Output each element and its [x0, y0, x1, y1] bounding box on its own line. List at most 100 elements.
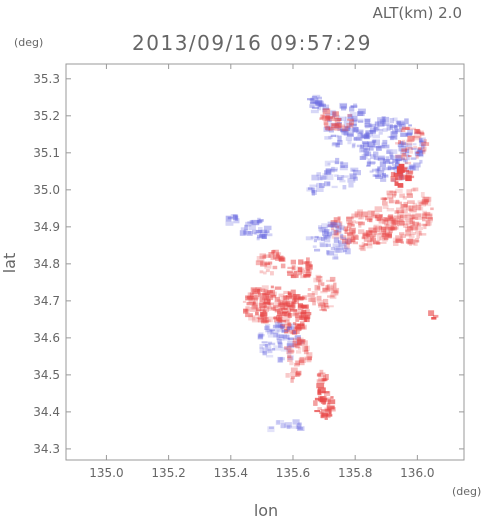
- data-cell: [348, 221, 354, 226]
- data-cell: [297, 270, 303, 276]
- data-cell: [314, 248, 321, 252]
- data-cell: [417, 200, 425, 205]
- data-cell: [403, 201, 408, 208]
- data-cell: [367, 218, 372, 222]
- data-cell: [328, 408, 332, 414]
- data-cell: [261, 320, 269, 324]
- data-cell: [273, 345, 281, 351]
- data-cell: [415, 226, 424, 230]
- data-cell: [405, 229, 411, 236]
- y-tick-label: 34.6: [33, 331, 60, 345]
- data-cell: [340, 162, 349, 168]
- data-cell: [323, 119, 328, 126]
- data-cell: [272, 308, 280, 312]
- data-cell: [286, 348, 294, 355]
- data-cell: [334, 120, 341, 127]
- data-cell: [310, 109, 319, 114]
- data-cell: [319, 117, 323, 120]
- data-cell: [260, 311, 264, 317]
- data-cell: [321, 226, 328, 233]
- data-cell: [256, 237, 260, 241]
- data-cell: [306, 269, 310, 272]
- data-cell: [265, 269, 270, 273]
- data-cell: [346, 242, 350, 245]
- data-cell: [390, 226, 397, 229]
- data-cell: [379, 161, 386, 168]
- data-cell: [405, 139, 413, 146]
- data-cell: [290, 289, 296, 295]
- data-cell: [417, 148, 422, 151]
- data-cell: [374, 121, 379, 126]
- data-cell: [328, 126, 335, 131]
- data-cell: [369, 170, 374, 173]
- data-cell: [262, 255, 267, 259]
- data-cell: [389, 118, 395, 124]
- data-cell: [298, 267, 305, 270]
- data-cell: [373, 224, 382, 230]
- data-cell: [316, 383, 325, 389]
- data-cell: [261, 288, 266, 292]
- data-cell: [282, 301, 290, 305]
- data-cell: [353, 170, 361, 176]
- x-tick-label: 135.8: [338, 466, 372, 480]
- x-tick-label: 136.0: [400, 466, 434, 480]
- data-cell: [389, 161, 394, 165]
- data-cell: [273, 332, 278, 338]
- data-cell: [257, 317, 264, 323]
- data-cell: [251, 296, 259, 300]
- data-cell: [225, 221, 234, 226]
- data-cell: [351, 220, 356, 223]
- data-cell: [401, 148, 407, 152]
- data-cell: [340, 235, 347, 240]
- data-cell: [329, 122, 338, 128]
- data-cell: [320, 243, 328, 248]
- data-cell: [275, 420, 280, 425]
- data-cell: [301, 261, 308, 265]
- data-cell: [347, 223, 352, 229]
- data-cell: [351, 169, 356, 172]
- data-cell: [381, 233, 385, 238]
- data-cell: [320, 396, 327, 402]
- data-cell: [339, 243, 347, 247]
- data-cell: [385, 156, 390, 163]
- data-cell: [396, 210, 405, 213]
- data-cell: [333, 237, 340, 243]
- data-cell: [270, 294, 276, 299]
- data-cell: [349, 112, 357, 116]
- data-cell: [338, 225, 345, 228]
- data-cell: [375, 226, 380, 232]
- data-cell: [412, 187, 419, 192]
- data-cell: [276, 314, 283, 321]
- data-cell: [287, 350, 295, 353]
- data-cell: [400, 155, 408, 161]
- data-cell: [358, 229, 365, 235]
- data-cell: [375, 168, 380, 174]
- data-cell: [354, 211, 361, 217]
- data-cell: [360, 211, 368, 218]
- data-cell: [395, 154, 403, 159]
- data-cell: [268, 306, 277, 311]
- data-cell: [347, 113, 353, 117]
- data-cell: [389, 190, 397, 193]
- data-cell: [283, 290, 290, 294]
- data-cell: [332, 142, 341, 145]
- data-cell: [296, 336, 301, 341]
- data-cell: [389, 226, 395, 231]
- data-cell: [281, 327, 285, 333]
- data-cell: [363, 147, 370, 151]
- data-cell: [335, 226, 340, 229]
- data-cell: [258, 219, 264, 222]
- data-cell: [323, 375, 326, 381]
- data-cell: [390, 166, 398, 169]
- data-cell: [388, 214, 394, 219]
- data-cell: [412, 166, 419, 171]
- data-cell: [401, 152, 407, 157]
- data-cell: [394, 128, 403, 133]
- data-cell: [361, 134, 368, 139]
- data-cell: [290, 376, 295, 380]
- data-cell: [341, 129, 349, 135]
- data-cell: [251, 316, 259, 323]
- data-cell: [300, 269, 305, 274]
- data-cell: [334, 229, 339, 236]
